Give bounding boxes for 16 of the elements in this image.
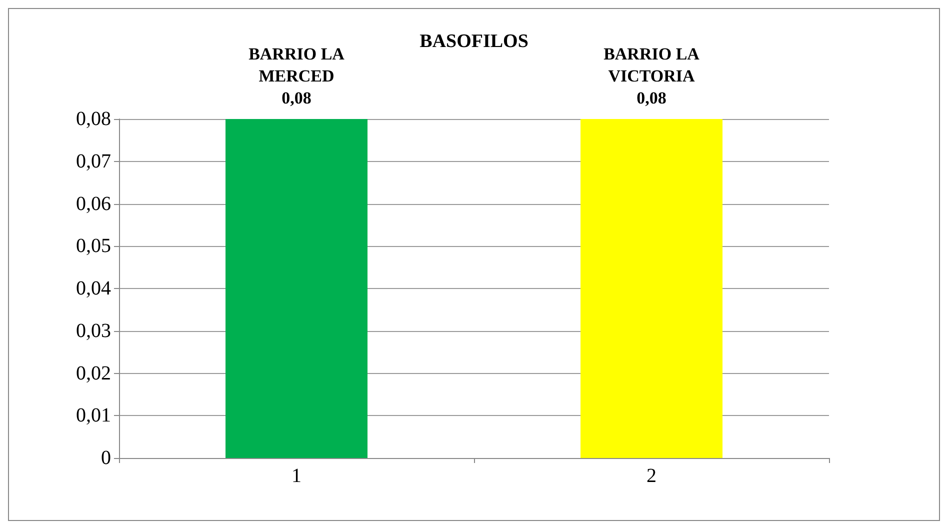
series-label: BARRIO LA VICTORIA <box>604 44 700 86</box>
y-tick-label: 0,04 <box>76 278 111 300</box>
x-tick-label: 1 <box>292 465 302 487</box>
y-tick-label: 0,08 <box>76 108 111 130</box>
series-label: BARRIO LA MERCED <box>248 44 346 86</box>
y-tick-label: 0,02 <box>76 362 111 384</box>
y-tick-label: 0,03 <box>76 320 111 342</box>
chart-title: BASOFILOS <box>420 31 528 52</box>
data-label: 0,08 <box>282 88 312 108</box>
data-label: 0,08 <box>636 88 666 108</box>
y-tick-label: 0,06 <box>76 192 111 215</box>
y-tick-label: 0 <box>101 447 111 469</box>
y-tick-label: 0,07 <box>76 150 111 172</box>
y-tick-label: 0,05 <box>76 235 111 258</box>
y-tick-label: 0,01 <box>76 404 111 427</box>
x-tick-label: 2 <box>646 465 656 487</box>
